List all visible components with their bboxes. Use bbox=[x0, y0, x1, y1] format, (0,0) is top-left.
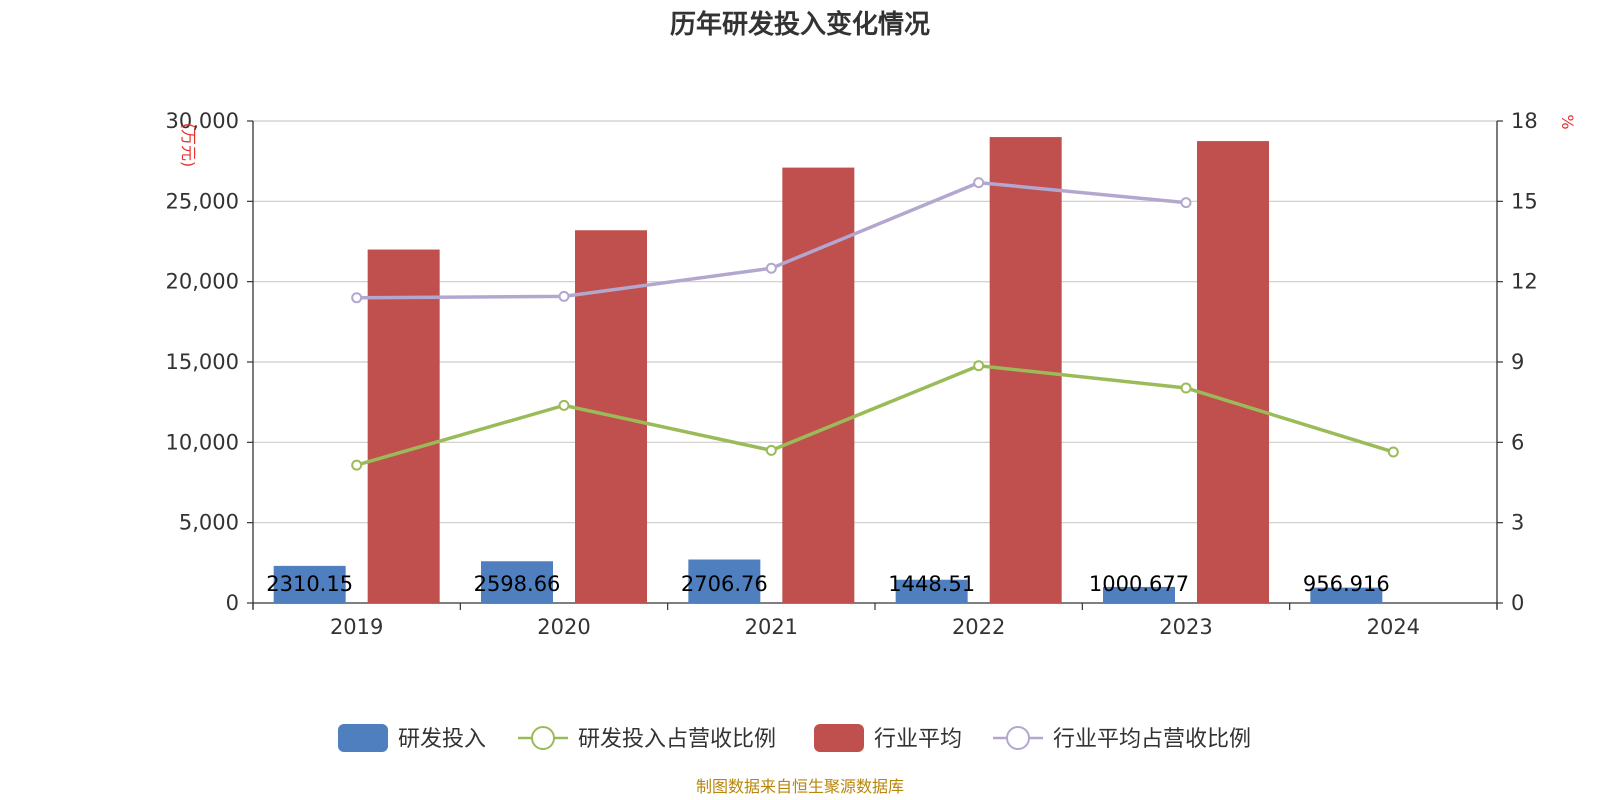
source-note: 制图数据来自恒生聚源数据库 bbox=[696, 777, 904, 796]
legend-item[interactable]: 研发投入 bbox=[338, 724, 486, 752]
right-tick-label: 18 bbox=[1511, 109, 1538, 133]
line-point bbox=[973, 177, 985, 189]
right-tick-label: 12 bbox=[1511, 270, 1538, 294]
bar-data-label: 2706.76 bbox=[681, 572, 768, 596]
right-tick-label: 6 bbox=[1511, 430, 1524, 454]
left-tick-label: 20,000 bbox=[166, 270, 239, 294]
bar-rd bbox=[688, 559, 761, 603]
bar-data-label: 2598.66 bbox=[474, 572, 561, 596]
line-point bbox=[1180, 197, 1192, 209]
line-point bbox=[765, 444, 777, 456]
bar-rd bbox=[1103, 586, 1175, 603]
bar-data-label: 1448.51 bbox=[888, 572, 975, 596]
legend-swatch bbox=[338, 724, 388, 752]
x-tick-label: 2020 bbox=[537, 615, 590, 639]
x-axis: 2019 2020 2021 2022 2023 2024 bbox=[252, 602, 1498, 639]
line-point bbox=[351, 459, 363, 471]
bar-industry bbox=[1197, 141, 1269, 604]
left-tick-label: 15,000 bbox=[166, 350, 239, 374]
line-point bbox=[558, 399, 570, 411]
x-tick-label: 2019 bbox=[330, 615, 383, 639]
right-tick-label: 0 bbox=[1511, 591, 1524, 615]
bar-data-label: 2310.15 bbox=[266, 572, 353, 596]
grid-lines bbox=[253, 120, 1497, 524]
legend-label: 行业平均占营收比例 bbox=[1053, 727, 1251, 752]
legend-swatch-marker bbox=[531, 726, 555, 750]
legend-item[interactable]: 研发投入占营收比例 bbox=[518, 726, 776, 752]
legend-item[interactable]: 行业平均占营收比例 bbox=[993, 726, 1251, 752]
left-tick-label: 25,000 bbox=[166, 189, 239, 213]
right-tick-label: 9 bbox=[1511, 350, 1524, 374]
x-tick-label: 2021 bbox=[745, 615, 798, 639]
legend-swatch-marker bbox=[1006, 726, 1030, 750]
legend-label: 行业平均 bbox=[874, 727, 962, 752]
x-tick-label: 2024 bbox=[1367, 615, 1420, 639]
bar-industry bbox=[367, 249, 440, 604]
line-point bbox=[1387, 446, 1399, 458]
right-tick-label: 15 bbox=[1511, 189, 1538, 213]
bar-industry bbox=[782, 167, 855, 604]
chart-title: 历年研发投入变化情况 bbox=[670, 9, 930, 40]
left-axis: 0 5,000 10,000 15,000 20,000 25,000 30,000 bbox=[166, 109, 254, 615]
line-point bbox=[351, 292, 363, 304]
legend-item[interactable]: 行业平均 bbox=[814, 724, 962, 752]
bar-rd bbox=[1310, 587, 1383, 603]
bar-data-label: 956.916 bbox=[1303, 572, 1390, 596]
right-tick-label: 3 bbox=[1511, 511, 1524, 535]
right-axis-unit: % bbox=[1558, 114, 1577, 129]
x-tick-label: 2022 bbox=[952, 615, 1005, 639]
bar-rd bbox=[481, 561, 553, 603]
legend-swatch bbox=[814, 724, 864, 752]
legend[interactable]: 研发投入 研发投入占营收比例 行业平均 行业平均占营收比例 bbox=[338, 724, 1251, 752]
bar-rd bbox=[273, 565, 346, 603]
right-axis: 0 3 6 9 12 15 18 bbox=[1496, 109, 1538, 615]
bar-rd bbox=[895, 579, 968, 603]
left-axis-unit: (万元) bbox=[179, 123, 198, 168]
bars bbox=[273, 137, 1383, 604]
legend-label: 研发投入占营收比例 bbox=[578, 727, 776, 752]
line-point bbox=[765, 262, 777, 274]
legend-label: 研发投入 bbox=[398, 727, 486, 752]
line-point bbox=[558, 290, 570, 302]
left-tick-label: 30,000 bbox=[166, 109, 239, 133]
x-tick-label: 2023 bbox=[1159, 615, 1212, 639]
line-point bbox=[1180, 382, 1192, 394]
lines bbox=[351, 177, 1399, 471]
series-line-0 bbox=[356, 363, 1394, 467]
bar-labels: 2310.15 2598.66 2706.76 1448.51 1000.677 956.… bbox=[266, 572, 1390, 596]
left-tick-label: 0 bbox=[226, 591, 239, 615]
bar-data-label: 1000.677 bbox=[1089, 572, 1189, 596]
left-tick-label: 10,000 bbox=[166, 430, 239, 454]
line-point bbox=[973, 360, 985, 372]
left-tick-label: 5,000 bbox=[179, 511, 239, 535]
